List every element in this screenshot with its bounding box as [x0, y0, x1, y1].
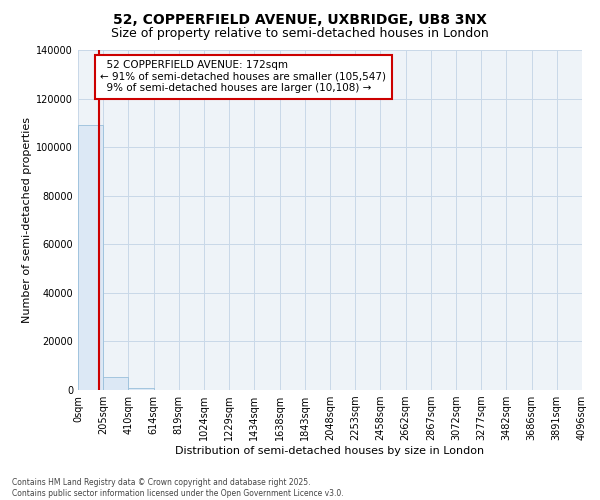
Y-axis label: Number of semi-detached properties: Number of semi-detached properties	[22, 117, 32, 323]
Text: Contains HM Land Registry data © Crown copyright and database right 2025.
Contai: Contains HM Land Registry data © Crown c…	[12, 478, 344, 498]
Bar	[78, 126, 103, 390]
X-axis label: Distribution of semi-detached houses by size in London: Distribution of semi-detached houses by …	[175, 446, 485, 456]
Bar	[128, 388, 154, 390]
Text: 52, COPPERFIELD AVENUE, UXBRIDGE, UB8 3NX: 52, COPPERFIELD AVENUE, UXBRIDGE, UB8 3N…	[113, 12, 487, 26]
Text: Size of property relative to semi-detached houses in London: Size of property relative to semi-detach…	[111, 28, 489, 40]
Text: 52 COPPERFIELD AVENUE: 172sqm
← 91% of semi-detached houses are smaller (105,547: 52 COPPERFIELD AVENUE: 172sqm ← 91% of s…	[100, 60, 386, 94]
Bar	[103, 378, 128, 390]
